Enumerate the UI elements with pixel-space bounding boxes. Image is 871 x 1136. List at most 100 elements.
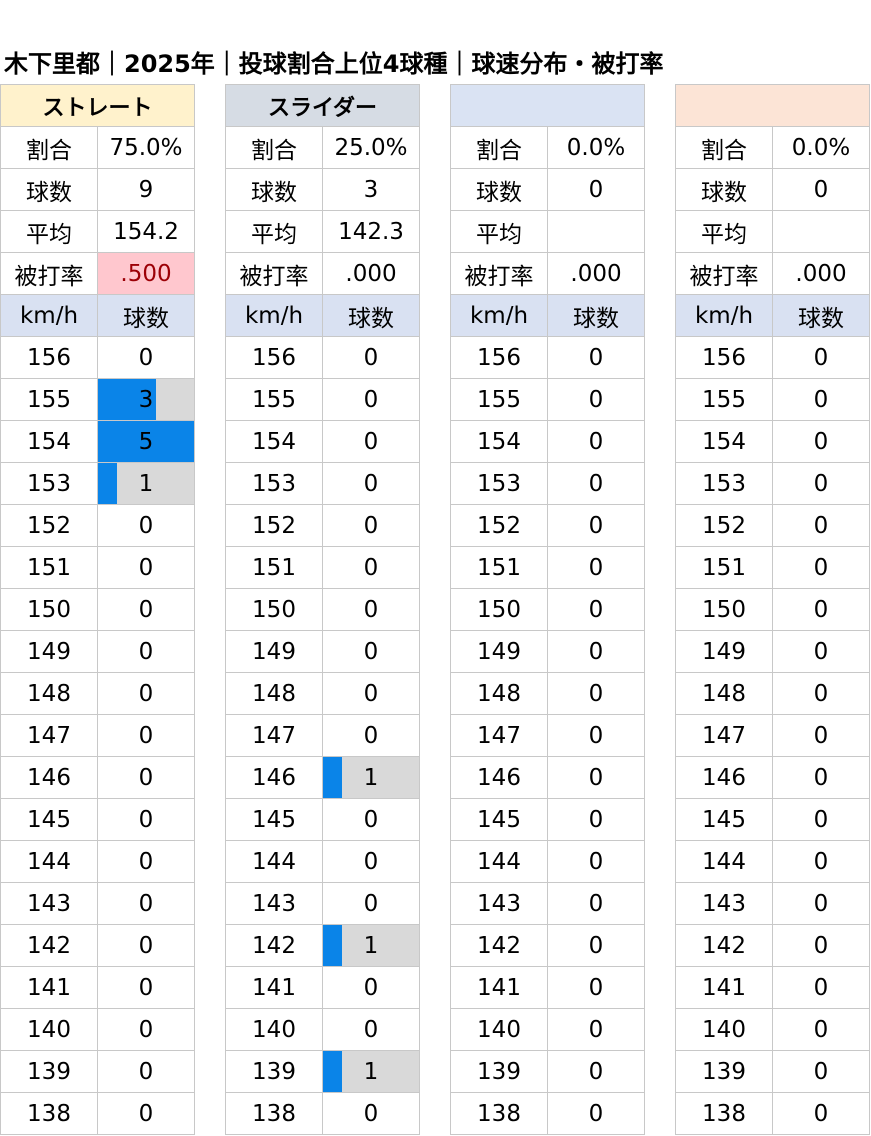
table-row: 149 0 bbox=[0, 630, 195, 673]
count-cell: 0 bbox=[772, 546, 870, 589]
count-cell: 0 bbox=[97, 840, 195, 883]
stat-value-count: 0 bbox=[547, 168, 645, 211]
table-row: 140 0 bbox=[450, 1008, 645, 1051]
speed-cell: 140 bbox=[0, 1008, 98, 1051]
count-value: 0 bbox=[588, 848, 604, 875]
count-value: 0 bbox=[363, 974, 379, 1001]
speed-cell: 144 bbox=[225, 840, 323, 883]
table-row: 155 3 bbox=[0, 378, 195, 421]
count-value: 0 bbox=[588, 1058, 604, 1085]
stat-label-bavg: 被打率 bbox=[675, 252, 773, 295]
count-value: 0 bbox=[363, 722, 379, 749]
table-row: 151 0 bbox=[450, 546, 645, 589]
count-value: 0 bbox=[588, 470, 604, 497]
speed-cell: 154 bbox=[0, 420, 98, 463]
count-cell: 0 bbox=[322, 1008, 420, 1051]
count-value: 0 bbox=[138, 974, 154, 1001]
count-cell: 1 bbox=[322, 1050, 420, 1093]
speed-cell: 153 bbox=[450, 462, 548, 505]
count-cell: 0 bbox=[97, 756, 195, 799]
count-cell: 0 bbox=[547, 966, 645, 1009]
speed-cell: 151 bbox=[225, 546, 323, 589]
count-value: 0 bbox=[588, 1100, 604, 1127]
speed-cell: 144 bbox=[675, 840, 773, 883]
count-cell: 0 bbox=[547, 924, 645, 967]
speed-cell: 156 bbox=[675, 336, 773, 379]
speed-cell: 147 bbox=[450, 714, 548, 757]
count-value: 0 bbox=[588, 806, 604, 833]
table-row: 153 0 bbox=[225, 462, 420, 505]
table-row: 143 0 bbox=[0, 882, 195, 925]
speed-cell: 150 bbox=[225, 588, 323, 631]
stat-label-ratio: 割合 bbox=[225, 126, 323, 169]
pitch-panel-3: 割合 0.0% 球数 0 平均 被打率 .000 km/h 球数 156 0 155 0 154 0 153 0… bbox=[450, 84, 645, 1135]
count-cell: 0 bbox=[97, 672, 195, 715]
table-row: 138 0 bbox=[225, 1092, 420, 1135]
speed-cell: 153 bbox=[675, 462, 773, 505]
speed-cell: 146 bbox=[675, 756, 773, 799]
pitch-panel-2: スライダー 割合 25.0% 球数 3 平均 142.3 被打率 .000 km/h 球数 156 0 1… bbox=[225, 84, 420, 1135]
count-value: 0 bbox=[138, 890, 154, 917]
count-value: 0 bbox=[813, 1016, 829, 1043]
table-row: 150 0 bbox=[450, 588, 645, 631]
count-cell: 0 bbox=[322, 336, 420, 379]
count-value: 0 bbox=[813, 722, 829, 749]
speed-cell: 139 bbox=[0, 1050, 98, 1093]
stat-value-ratio: 0.0% bbox=[772, 126, 870, 169]
count-value: 0 bbox=[588, 386, 604, 413]
speed-cell: 153 bbox=[225, 462, 323, 505]
count-value: 0 bbox=[138, 722, 154, 749]
stat-value-bavg: .000 bbox=[322, 252, 420, 295]
count-value: 0 bbox=[813, 1100, 829, 1127]
table-row: 148 0 bbox=[225, 672, 420, 715]
table-row: 145 0 bbox=[450, 798, 645, 841]
stat-label-avg: 平均 bbox=[0, 210, 98, 253]
table-row: 154 0 bbox=[675, 420, 870, 463]
count-cell: 1 bbox=[97, 462, 195, 505]
count-cell: 0 bbox=[547, 1050, 645, 1093]
stat-value-avg bbox=[547, 210, 645, 253]
table-row: 156 0 bbox=[675, 336, 870, 379]
count-cell: 0 bbox=[772, 630, 870, 673]
table-row: 142 0 bbox=[675, 924, 870, 967]
column-header-kmh: km/h bbox=[450, 294, 548, 337]
speed-cell: 149 bbox=[450, 630, 548, 673]
table-row: 141 0 bbox=[450, 966, 645, 1009]
table-row: 140 0 bbox=[675, 1008, 870, 1051]
bar-fill bbox=[323, 925, 343, 966]
pitch-panel-1: ストレート 割合 75.0% 球数 9 平均 154.2 被打率 .500 km/h 球数 156 0 1… bbox=[0, 84, 195, 1135]
count-value: 0 bbox=[138, 680, 154, 707]
table-row: 139 0 bbox=[450, 1050, 645, 1093]
count-value: 0 bbox=[588, 344, 604, 371]
table-row: 144 0 bbox=[675, 840, 870, 883]
count-cell: 0 bbox=[547, 714, 645, 757]
pitch-table: 割合 0.0% 球数 0 平均 被打率 .000 km/h 球数 156 0 155 0 154 0 153 0… bbox=[675, 84, 870, 1135]
table-row: 146 0 bbox=[0, 756, 195, 799]
table-row: 151 0 bbox=[0, 546, 195, 589]
count-value: 0 bbox=[138, 596, 154, 623]
table-row: 153 0 bbox=[675, 462, 870, 505]
stat-label-ratio: 割合 bbox=[450, 126, 548, 169]
speed-cell: 154 bbox=[450, 420, 548, 463]
count-value: 0 bbox=[138, 1058, 154, 1085]
table-row: 138 0 bbox=[675, 1092, 870, 1135]
speed-cell: 156 bbox=[225, 336, 323, 379]
speed-cell: 149 bbox=[0, 630, 98, 673]
table-row: 152 0 bbox=[450, 504, 645, 547]
table-row: 138 0 bbox=[450, 1092, 645, 1135]
stat-label-bavg: 被打率 bbox=[0, 252, 98, 295]
stat-value-ratio: 75.0% bbox=[97, 126, 195, 169]
count-cell: 0 bbox=[547, 462, 645, 505]
count-value: 0 bbox=[588, 428, 604, 455]
table-row: 139 0 bbox=[675, 1050, 870, 1093]
speed-cell: 138 bbox=[450, 1092, 548, 1135]
count-cell: 0 bbox=[547, 546, 645, 589]
speed-cell: 140 bbox=[450, 1008, 548, 1051]
speed-cell: 143 bbox=[675, 882, 773, 925]
count-cell: 0 bbox=[547, 840, 645, 883]
table-row: 143 0 bbox=[225, 882, 420, 925]
speed-cell: 152 bbox=[675, 504, 773, 547]
count-cell: 0 bbox=[547, 378, 645, 421]
speed-cell: 155 bbox=[225, 378, 323, 421]
pitch-type-name: ストレート bbox=[0, 84, 195, 127]
